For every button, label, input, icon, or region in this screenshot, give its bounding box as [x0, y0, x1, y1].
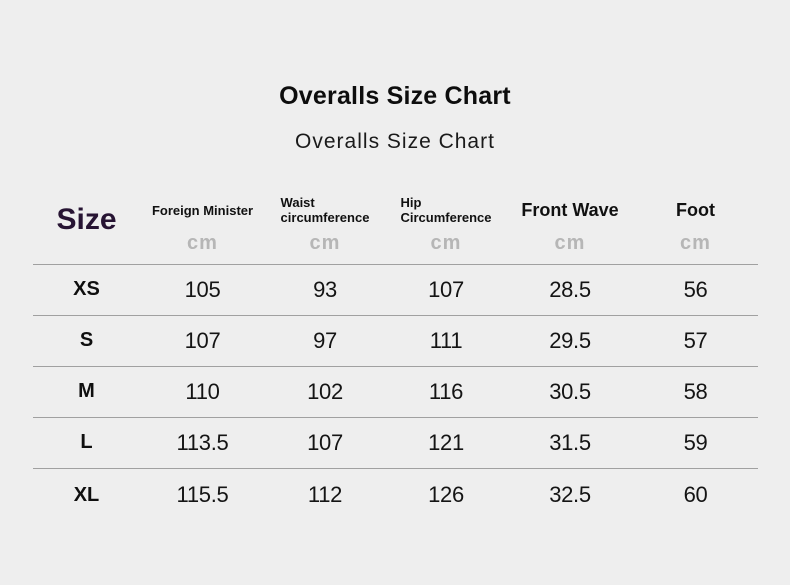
measurement-cell: 126: [428, 482, 464, 508]
row-size-label: XS: [73, 278, 100, 300]
measurement-cell: 112: [307, 482, 343, 508]
measurement-cell: 31.5: [549, 429, 591, 455]
measurement-cell: 59: [683, 429, 708, 455]
row-size-label: S: [79, 329, 94, 351]
page-subtitle: Overalls Size Chart: [295, 130, 495, 153]
page-title: Overalls Size Chart: [279, 82, 511, 110]
column-header-hip-circumference: Hip Circumference cm: [386, 184, 507, 264]
measurement-cell: 102: [307, 378, 343, 404]
measurement-cell: 113.5: [176, 429, 229, 455]
table-row-xs: XS 105 93 107 28.5 56: [32, 264, 758, 315]
row-size-label: L: [80, 431, 93, 453]
measurement-cell: 121: [428, 429, 464, 455]
unit-label: cm: [309, 232, 341, 255]
measurement-cell: 58: [683, 378, 708, 404]
table-row-s: S 107 97 111 29.5 57: [32, 315, 758, 366]
row-size-label: XL: [73, 483, 100, 506]
size-chart-table: Size Foreign Minister cm Waist: [32, 184, 758, 522]
measurement-cell: 111: [429, 327, 463, 353]
measurement-cell: 107: [184, 327, 221, 353]
column-header-label: Foreign Minister: [151, 202, 254, 218]
measurement-cell: 115.5: [176, 482, 229, 508]
measurement-cell: 93: [313, 276, 337, 302]
measurement-cell: 97: [313, 327, 337, 353]
column-header-label: Foot: [676, 200, 715, 221]
measurement-cell: 105: [184, 276, 221, 302]
table-row-l: L 113.5 107 121 31.5 59: [32, 417, 758, 468]
measurement-cell: 107: [307, 429, 343, 455]
measurement-cell: 56: [683, 276, 708, 302]
column-header-foot: Foot cm: [634, 184, 758, 264]
column-header-label: Waist circumference: [280, 195, 370, 226]
unit-label: cm: [554, 232, 586, 255]
measurement-cell: 28.5: [549, 276, 591, 302]
unit-label: cm: [187, 232, 218, 255]
table-row-m: M 110 102 116 30.5 58: [32, 366, 758, 417]
unit-label: cm: [430, 232, 462, 255]
column-header-label: Front Wave: [521, 200, 619, 221]
size-column-header: Size: [56, 202, 117, 236]
measurement-cell: 57: [683, 327, 708, 353]
measurement-cell: 110: [185, 378, 220, 404]
table-header-row: Size Foreign Minister cm Waist: [32, 184, 758, 264]
measurement-cell: 29.5: [549, 327, 591, 353]
column-header-foreign-minister: Foreign Minister cm: [141, 184, 265, 264]
table-row-xl: XL 115.5 112 126 32.5 60: [33, 468, 758, 522]
measurement-cell: 30.5: [549, 378, 591, 404]
column-header-front-wave: Front Wave cm: [507, 184, 634, 264]
measurement-cell: 116: [428, 378, 464, 404]
column-header-label: Hip Circumference: [400, 195, 492, 226]
row-size-label: M: [78, 380, 95, 402]
measurement-cell: 60: [683, 482, 708, 508]
measurement-cell: 107: [428, 276, 464, 302]
measurement-cell: 32.5: [549, 482, 591, 508]
column-header-waist-circumference: Waist circumference cm: [265, 184, 386, 264]
unit-label: cm: [680, 232, 711, 255]
size-column-header-cell: Size: [33, 184, 141, 264]
